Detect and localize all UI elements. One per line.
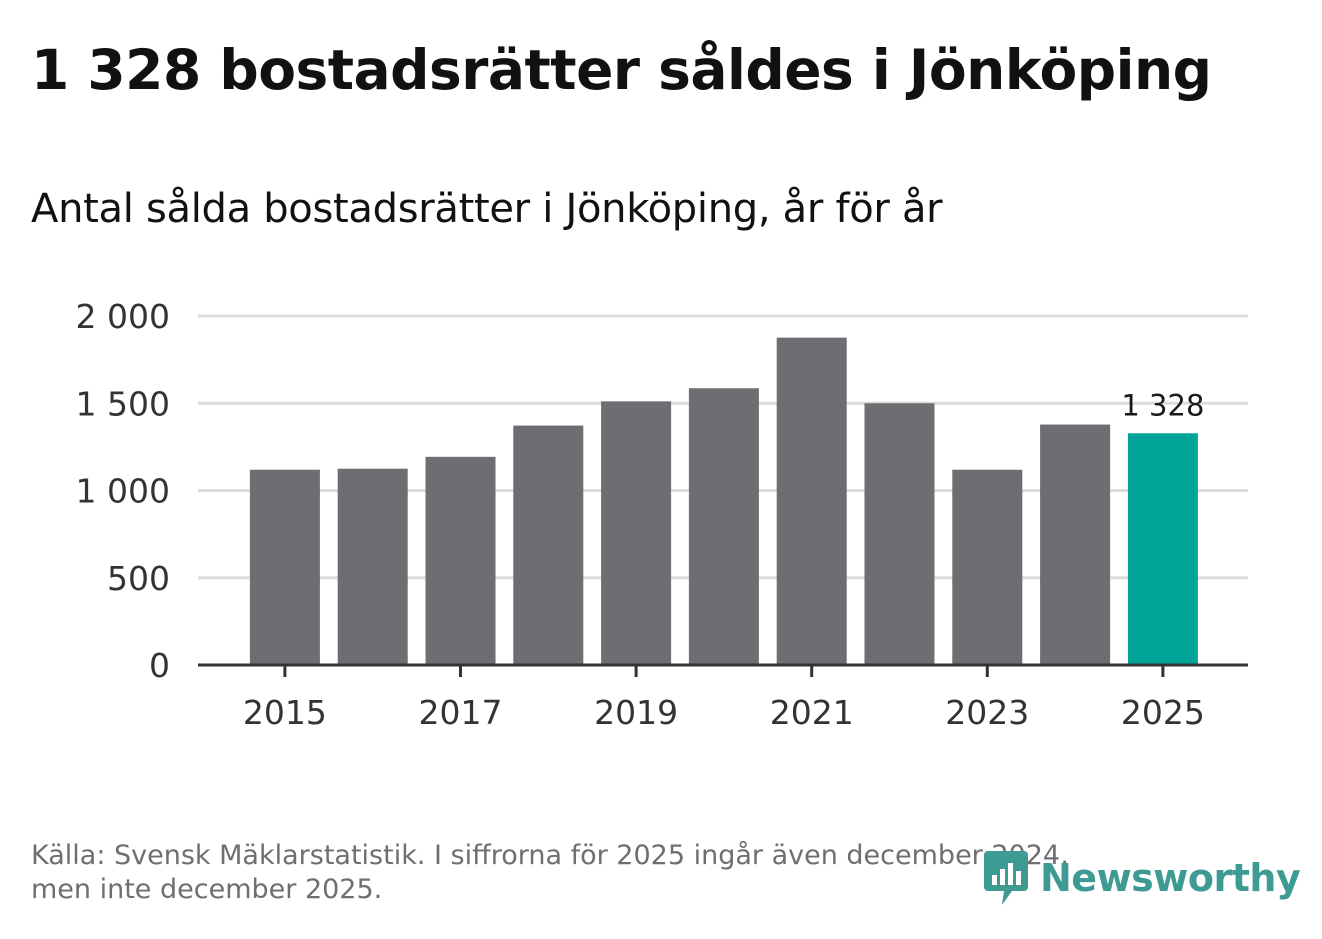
x-tick-label: 2021 bbox=[770, 693, 854, 732]
x-tick-label: 2017 bbox=[419, 693, 503, 732]
y-tick-label: 2 000 bbox=[76, 297, 170, 336]
bar-2018 bbox=[513, 425, 584, 665]
source-line-2: men inte december 2025. bbox=[31, 874, 383, 905]
x-tick-label: 2019 bbox=[594, 693, 678, 732]
chart-title: 1 328 bostadsrätter såldes i Jönköping bbox=[31, 38, 1212, 102]
bar-value-label: 1 328 bbox=[1121, 388, 1204, 422]
labels: 0 500 1 000 1 500 2 000 2015 2017 2019 2021 2023 2… bbox=[76, 297, 1205, 732]
chart-subtitle: Antal sålda bostadsrätter i Jönköping, å… bbox=[31, 186, 943, 232]
bar-2021 bbox=[776, 337, 847, 665]
bar-chart: 0 500 1 000 1 500 2 000 2015 2017 2019 2021 2023 2… bbox=[76, 297, 1248, 732]
bar-2024 bbox=[1040, 424, 1111, 665]
bar-2025 bbox=[1127, 433, 1198, 665]
x-tick-label: 2025 bbox=[1121, 693, 1205, 732]
y-tick-label: 500 bbox=[107, 559, 170, 598]
bar-2022 bbox=[864, 403, 935, 665]
y-tick-label: 0 bbox=[149, 646, 170, 685]
brand-logo: Newsworthy bbox=[982, 849, 1301, 907]
source-note: Källa: Svensk Mäklarstatistik. I siffror… bbox=[31, 839, 1231, 907]
bar-2016 bbox=[337, 468, 408, 665]
axes bbox=[198, 663, 1248, 677]
x-tick-label: 2023 bbox=[945, 693, 1029, 732]
bars bbox=[249, 337, 1198, 665]
x-tick-label: 2015 bbox=[243, 693, 327, 732]
bar-2017 bbox=[425, 456, 496, 665]
source-line-1: Källa: Svensk Mäklarstatistik. I siffror… bbox=[31, 840, 1069, 871]
newsworthy-logo-icon bbox=[984, 851, 1028, 905]
bar-2020 bbox=[688, 388, 759, 665]
bar-2023 bbox=[952, 469, 1023, 665]
bar-2015 bbox=[249, 469, 320, 665]
bar-2019 bbox=[601, 401, 672, 665]
y-tick-label: 1 000 bbox=[76, 472, 170, 511]
y-tick-label: 1 500 bbox=[76, 384, 170, 423]
brand-name: Newsworthy bbox=[1040, 856, 1301, 900]
